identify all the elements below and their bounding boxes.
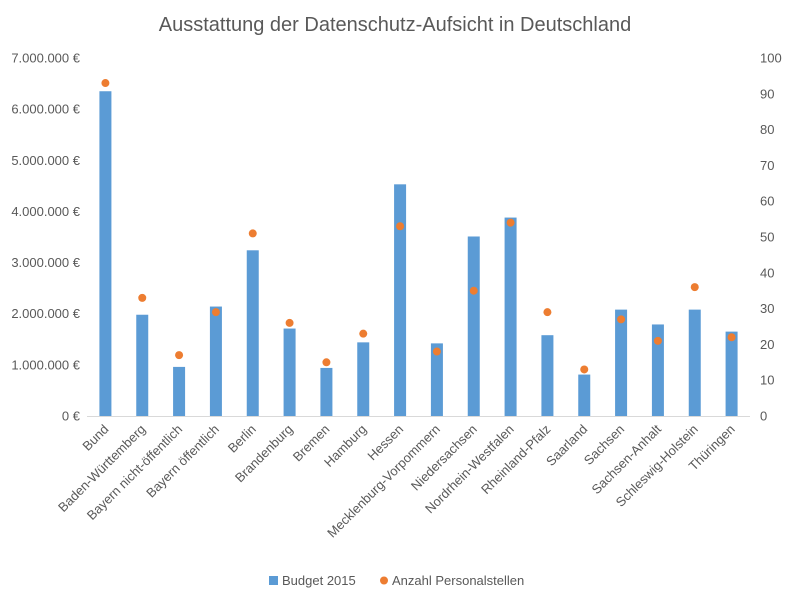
right-tick-label: 90 [760,86,774,101]
legend-label-personal: Anzahl Personalstellen [392,573,524,588]
bar [430,343,443,416]
right-tick-label: 10 [760,373,774,388]
bar [541,335,554,416]
bar [578,374,591,416]
chart-title: Ausstattung der Datenschutz-Aufsicht in … [159,14,631,36]
legend-label-budget: Budget 2015 [282,573,356,588]
legend: Budget 2015 Anzahl Personalstellen [269,573,524,588]
right-tick-label: 100 [760,51,782,66]
scatter-series [101,79,736,374]
point [175,351,184,360]
bar [688,309,701,416]
left-tick-label: 2.000.000 € [11,306,80,321]
point [432,347,441,356]
point [322,358,331,367]
left-tick-label: 0 € [62,409,81,424]
point [359,329,368,338]
category-label: Saarland [543,422,590,469]
bar [209,306,222,416]
bar [615,309,628,416]
bar [283,328,296,416]
left-tick-label: 5.000.000 € [11,153,80,168]
left-tick-label: 4.000.000 € [11,204,80,219]
point [690,283,699,292]
point [248,229,257,238]
left-tick-label: 6.000.000 € [11,102,80,117]
point [727,333,736,342]
bar [99,91,112,416]
right-tick-label: 80 [760,122,774,137]
legend-swatch-budget [269,576,278,585]
point [543,308,552,317]
legend-swatch-personal [380,576,388,585]
point [101,79,110,88]
right-tick-label: 20 [760,337,774,352]
bar [651,324,664,416]
right-tick-label: 30 [760,301,774,316]
point [653,336,662,345]
right-tick-label: 40 [760,265,774,280]
point [138,293,147,302]
point [469,286,478,295]
point [580,365,589,374]
category-label: Berlin [225,422,259,456]
right-tick-label: 50 [760,230,774,245]
point [396,222,405,231]
bar [504,217,517,416]
point [211,308,220,317]
bar [136,314,149,416]
bar [173,366,186,416]
bar [725,331,738,416]
bar [394,184,407,416]
right-tick-label: 60 [760,194,774,209]
right-tick-label: 70 [760,158,774,173]
left-tick-label: 3.000.000 € [11,255,80,270]
right-axis: 0 10 20 30 40 50 60 70 80 90 100 [760,51,782,424]
bar-series [99,91,738,416]
bar [357,342,370,416]
right-tick-label: 0 [760,409,767,424]
left-tick-label: 7.000.000 € [11,51,80,66]
left-axis: 0 € 1.000.000 € 2.000.000 € 3.000.000 € 4.00… [11,51,80,424]
left-tick-label: 1.000.000 € [11,357,80,372]
point [285,318,294,327]
point [617,315,626,324]
point [506,218,515,227]
category-label: Bund [79,422,111,454]
bar [246,250,259,416]
bar [320,367,333,416]
bar [467,236,480,416]
